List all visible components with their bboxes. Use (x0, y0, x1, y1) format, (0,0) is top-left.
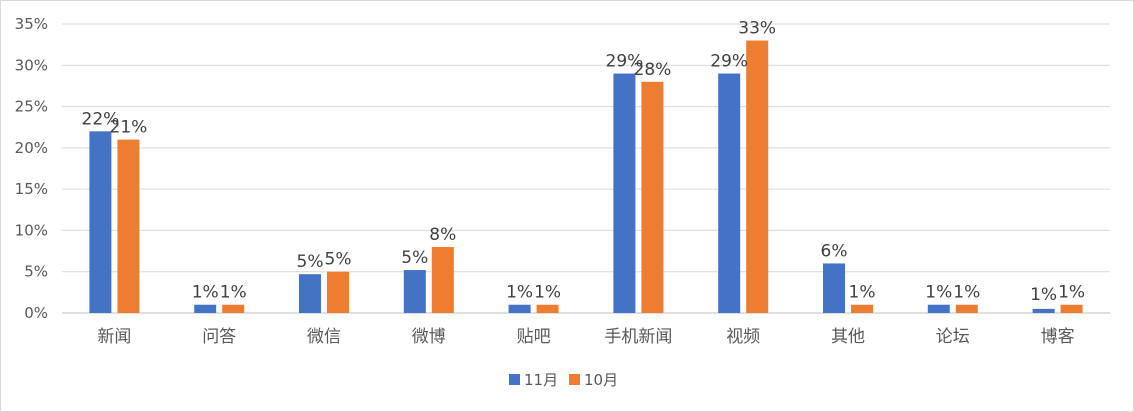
data-label: 1% (192, 283, 219, 303)
bar (299, 274, 321, 313)
data-label: 1% (1058, 283, 1085, 303)
bar (956, 305, 978, 313)
x-tick-label: 微信 (307, 327, 341, 347)
bar (89, 131, 111, 313)
data-labels: 22%21%1%1%5%5%5%8%1%1%29%28%29%33%6%1%1%… (82, 19, 1086, 305)
legend: 11月 10月 (509, 371, 618, 389)
data-label: 1% (534, 283, 561, 303)
y-tick-label: 30% (15, 56, 48, 74)
bar (537, 305, 559, 313)
bar (851, 305, 873, 313)
x-tick-label: 论坛 (936, 327, 970, 347)
bar (117, 140, 139, 313)
y-tick-label: 5% (24, 263, 48, 281)
bar (222, 305, 244, 313)
bar (432, 247, 454, 313)
y-tick-label: 10% (15, 221, 48, 239)
bar (746, 41, 768, 313)
y-axis: 0% 5% 10% 15% 20% 25% 30% 35% (15, 15, 48, 322)
bar (327, 272, 349, 313)
bar (404, 270, 426, 313)
x-tick-label: 其他 (831, 327, 865, 347)
bar (194, 305, 216, 313)
data-label: 1% (925, 283, 952, 303)
data-label: 1% (1030, 285, 1057, 305)
data-label: 5% (325, 250, 352, 270)
x-tick-label: 问答 (202, 327, 236, 347)
x-tick-label: 贴吧 (517, 327, 551, 347)
data-label: 5% (401, 248, 428, 268)
bar (1061, 305, 1083, 313)
data-label: 6% (821, 241, 848, 261)
gridlines (62, 24, 1110, 313)
x-tick-label: 手机新闻 (604, 327, 672, 347)
data-label: 8% (429, 225, 456, 245)
x-axis: 新闻 问答 微信 微博 贴吧 手机新闻 视频 其他 论坛 博客 (97, 327, 1074, 347)
legend-label: 10月 (584, 371, 618, 389)
data-label: 21% (110, 118, 148, 138)
bar (823, 263, 845, 313)
x-tick-label: 新闻 (97, 327, 131, 347)
x-tick-label: 微博 (412, 327, 446, 347)
x-tick-label: 博客 (1041, 327, 1075, 347)
bar (718, 74, 740, 313)
data-label: 1% (506, 283, 533, 303)
y-tick-label: 25% (15, 98, 48, 116)
legend-swatch (569, 374, 580, 385)
y-tick-label: 20% (15, 139, 48, 157)
bar (641, 82, 663, 313)
bar (928, 305, 950, 313)
legend-label: 11月 (524, 371, 558, 389)
bar (613, 74, 635, 313)
data-label: 33% (738, 19, 776, 39)
bar (509, 305, 531, 313)
data-label: 29% (710, 52, 748, 72)
bar (1033, 309, 1055, 313)
y-tick-label: 15% (15, 180, 48, 198)
y-tick-label: 0% (24, 304, 48, 322)
legend-swatch (509, 374, 520, 385)
data-label: 5% (297, 252, 324, 272)
data-label: 28% (634, 60, 672, 80)
data-label: 1% (953, 283, 980, 303)
data-label: 1% (849, 283, 876, 303)
y-tick-label: 35% (15, 15, 48, 33)
x-tick-label: 视频 (726, 327, 760, 347)
data-label: 1% (220, 283, 247, 303)
